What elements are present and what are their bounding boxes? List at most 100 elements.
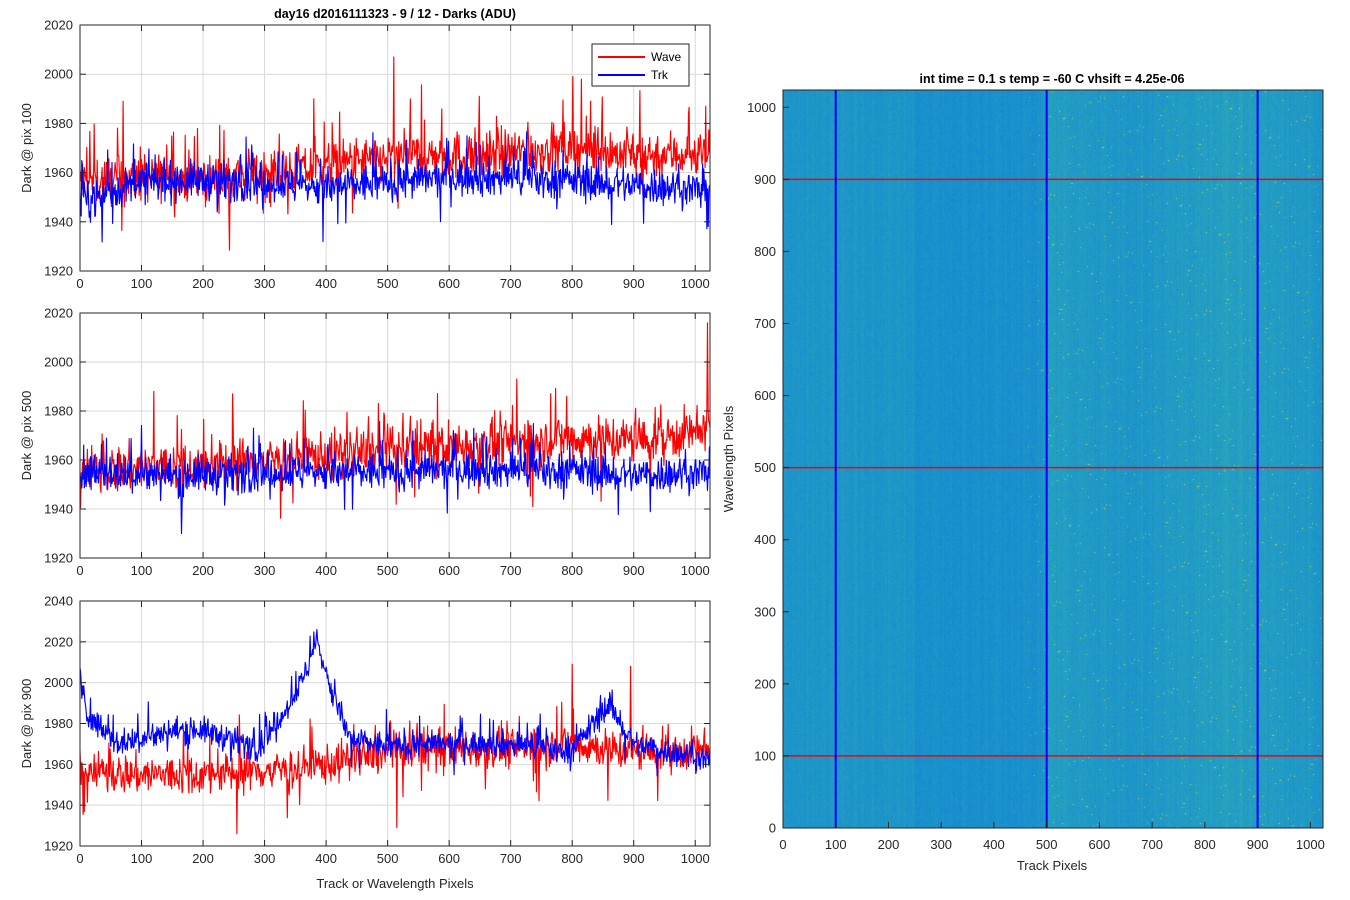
heatmap-y-tick-label: 100 xyxy=(754,748,776,763)
y-tick-label: 1980 xyxy=(44,716,73,731)
heatmap-x-tick-label: 300 xyxy=(930,837,952,852)
x-tick-label: 800 xyxy=(561,851,583,866)
x-tick-label: 200 xyxy=(192,851,214,866)
x-tick-label: 0 xyxy=(76,276,83,291)
x-tick-label: 100 xyxy=(131,563,153,578)
y-tick-label: 2020 xyxy=(44,634,73,649)
axes-frame xyxy=(79,312,711,559)
heatmap-x-tick-label: 100 xyxy=(825,837,847,852)
heatmap-x-tick-label: 200 xyxy=(878,837,900,852)
series-line-wave xyxy=(79,56,711,251)
plot-pix-900: 0 100 200 300 400 500 600 700 800 900 1000 1920 1940… xyxy=(19,594,711,866)
x-tick-label: 900 xyxy=(623,851,645,866)
heatmap-x-tick-label: 0 xyxy=(779,837,786,852)
heatmap-x-tick-label: 700 xyxy=(1141,837,1163,852)
legend-wave-label: Wave xyxy=(651,50,682,64)
heatmap-x-tick-label: 500 xyxy=(1036,837,1058,852)
series-line-wave xyxy=(79,663,711,835)
x-tick-label: 400 xyxy=(315,563,337,578)
figure-title: day16 d2016111323 - 9 / 12 - Darks (ADU) xyxy=(274,7,516,21)
x-tick-label: 700 xyxy=(500,276,522,291)
legend-trk-label: Trk xyxy=(651,68,669,82)
x-tick-label: 0 xyxy=(76,851,83,866)
x-tick-label: 600 xyxy=(438,276,460,291)
y-tick-label: 1940 xyxy=(44,798,73,813)
x-tick-label: 800 xyxy=(561,563,583,578)
y-tick-label: 1980 xyxy=(44,404,73,419)
series-line-wave xyxy=(79,322,711,519)
y-axis-label: Dark @ pix 500 xyxy=(19,391,34,481)
legend: Wave Trk xyxy=(591,43,690,87)
heatmap-x-tick-label: 400 xyxy=(983,837,1005,852)
heatmap-y-axis-label: Wavelength Pixels xyxy=(721,405,736,512)
y-tick-label: 1920 xyxy=(44,839,73,854)
x-tick-label: 700 xyxy=(500,563,522,578)
heatmap-plot: int time = 0.1 s temp = -60 C vhsift = 4… xyxy=(721,72,1325,873)
x-tick-label: 200 xyxy=(192,276,214,291)
x-tick-label: 500 xyxy=(377,563,399,578)
heatmap-y-tick-label: 1000 xyxy=(747,100,776,115)
heatmap-y-tick-label: 0 xyxy=(769,821,776,836)
x-tick-label: 300 xyxy=(254,276,276,291)
heatmap-title: int time = 0.1 s temp = -60 C vhsift = 4… xyxy=(919,72,1184,86)
x-tick-label: 700 xyxy=(500,851,522,866)
y-tick-label: 1920 xyxy=(44,264,73,279)
heatmap-y-tick-label: 500 xyxy=(754,460,776,475)
x-tick-label: 300 xyxy=(254,563,276,578)
series-line-trk xyxy=(79,629,711,777)
x-tick-label: 100 xyxy=(131,851,153,866)
y-tick-label: 1980 xyxy=(44,116,73,131)
x-tick-label: 900 xyxy=(623,276,645,291)
y-tick-label: 2000 xyxy=(44,67,73,82)
x-tick-label: 300 xyxy=(254,851,276,866)
heatmap-overlay: 0 100 200 300 400 500 600 700 800 900 1000 0 100 200 3… xyxy=(747,89,1325,852)
heatmap-x-tick-label: 600 xyxy=(1089,837,1111,852)
x-tick-label: 500 xyxy=(377,276,399,291)
heatmap-x-tick-label: 900 xyxy=(1247,837,1269,852)
y-axis-label: Dark @ pix 100 xyxy=(19,103,34,193)
x-tick-label: 1000 xyxy=(681,851,710,866)
heatmap-y-tick-label: 400 xyxy=(754,532,776,547)
y-tick-label: 2020 xyxy=(44,18,73,33)
heatmap-frame xyxy=(782,89,1324,829)
heatmap-y-tick-label: 600 xyxy=(754,388,776,403)
x-tick-label: 800 xyxy=(561,276,583,291)
x-tick-label: 500 xyxy=(377,851,399,866)
heatmap-y-tick-label: 300 xyxy=(754,604,776,619)
x-tick-label: 400 xyxy=(315,851,337,866)
heatmap-y-tick-label: 700 xyxy=(754,316,776,331)
y-tick-label: 2020 xyxy=(44,306,73,321)
x-tick-label: 100 xyxy=(131,276,153,291)
y-tick-label: 2040 xyxy=(44,594,73,609)
y-tick-label: 2000 xyxy=(44,355,73,370)
heatmap-x-axis-label: Track Pixels xyxy=(1017,858,1088,873)
x-tick-label: 900 xyxy=(623,563,645,578)
heatmap-x-tick-label: 800 xyxy=(1194,837,1216,852)
y-tick-label: 2000 xyxy=(44,675,73,690)
y-tick-label: 1960 xyxy=(44,453,73,468)
plot-pix-500: 0 100 200 300 400 500 600 700 800 900 1000 1920 1940… xyxy=(19,306,711,578)
heatmap-image xyxy=(783,90,1323,828)
y-axis-label: Dark @ pix 900 xyxy=(19,679,34,769)
plot-area xyxy=(80,313,710,558)
bottom-x-axis-label: Track or Wavelength Pixels xyxy=(316,876,474,891)
legend-box xyxy=(591,43,690,87)
x-tick-label: 1000 xyxy=(681,563,710,578)
x-tick-label: 600 xyxy=(438,851,460,866)
series-line-trk xyxy=(79,420,711,535)
x-tick-label: 0 xyxy=(76,563,83,578)
y-tick-label: 1940 xyxy=(44,502,73,517)
y-tick-label: 1960 xyxy=(44,757,73,772)
y-tick-label: 1940 xyxy=(44,214,73,229)
x-tick-label: 1000 xyxy=(681,276,710,291)
x-tick-label: 200 xyxy=(192,563,214,578)
heatmap-y-tick-label: 900 xyxy=(754,172,776,187)
y-tick-label: 1920 xyxy=(44,551,73,566)
x-tick-label: 600 xyxy=(438,563,460,578)
y-tick-label: 1960 xyxy=(44,165,73,180)
heatmap-x-tick-label: 1000 xyxy=(1296,837,1325,852)
x-tick-label: 400 xyxy=(315,276,337,291)
series-line-trk xyxy=(79,131,711,243)
axes-frame xyxy=(79,24,711,272)
